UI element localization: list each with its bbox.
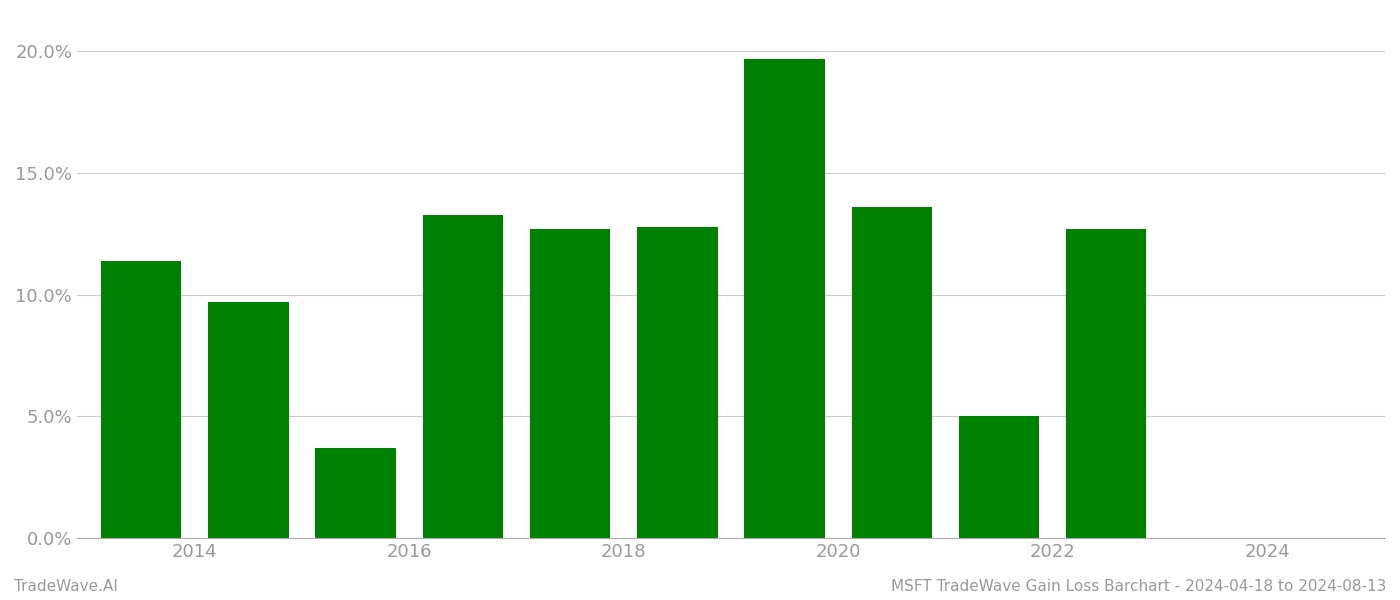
Bar	[315, 448, 396, 538]
Bar	[851, 207, 932, 538]
Text: TradeWave.AI: TradeWave.AI	[14, 579, 118, 594]
Bar	[745, 59, 825, 538]
Bar	[959, 416, 1039, 538]
Bar	[101, 261, 182, 538]
Text: MSFT TradeWave Gain Loss Barchart - 2024-04-18 to 2024-08-13: MSFT TradeWave Gain Loss Barchart - 2024…	[890, 579, 1386, 594]
Bar	[637, 227, 718, 538]
Bar	[1065, 229, 1147, 538]
Bar	[423, 215, 503, 538]
Bar	[209, 302, 288, 538]
Bar	[529, 229, 610, 538]
